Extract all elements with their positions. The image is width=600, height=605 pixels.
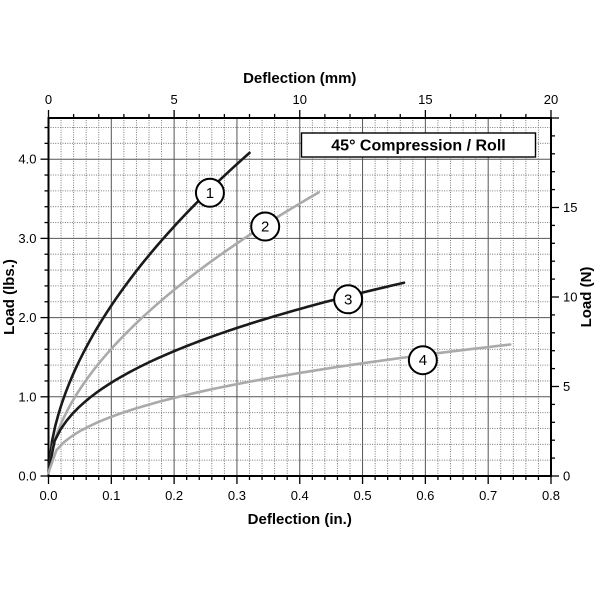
svg-text:0: 0	[45, 92, 52, 107]
svg-text:15: 15	[563, 200, 577, 215]
svg-text:5: 5	[563, 379, 570, 394]
svg-text:3.0: 3.0	[18, 231, 36, 246]
svg-text:10: 10	[563, 290, 577, 305]
svg-text:0.0: 0.0	[39, 488, 57, 503]
svg-text:0.0: 0.0	[18, 469, 36, 484]
svg-text:4: 4	[419, 352, 427, 369]
svg-text:Load (N): Load (N)	[578, 267, 595, 328]
svg-text:1: 1	[206, 185, 214, 202]
svg-text:1.0: 1.0	[18, 389, 36, 404]
svg-text:0.7: 0.7	[479, 488, 497, 503]
svg-text:Load (lbs.): Load (lbs.)	[1, 259, 18, 335]
svg-text:15: 15	[418, 92, 432, 107]
svg-text:0.8: 0.8	[542, 488, 560, 503]
svg-text:2.0: 2.0	[18, 310, 36, 325]
svg-text:5: 5	[171, 92, 178, 107]
svg-text:0.5: 0.5	[354, 488, 372, 503]
svg-text:0: 0	[563, 469, 570, 484]
svg-text:2: 2	[261, 219, 269, 236]
svg-text:10: 10	[293, 92, 307, 107]
svg-text:3: 3	[344, 291, 352, 308]
svg-text:0.1: 0.1	[102, 488, 120, 503]
svg-text:Deflection (mm): Deflection (mm)	[243, 70, 356, 87]
svg-text:0.4: 0.4	[291, 488, 309, 503]
svg-text:0.6: 0.6	[416, 488, 434, 503]
svg-text:0.2: 0.2	[165, 488, 183, 503]
svg-text:Deflection (in.): Deflection (in.)	[248, 511, 352, 528]
svg-text:4.0: 4.0	[18, 152, 36, 167]
svg-text:20: 20	[544, 92, 558, 107]
svg-text:0.3: 0.3	[228, 488, 246, 503]
svg-text:45° Compression / Roll: 45° Compression / Roll	[331, 138, 505, 155]
